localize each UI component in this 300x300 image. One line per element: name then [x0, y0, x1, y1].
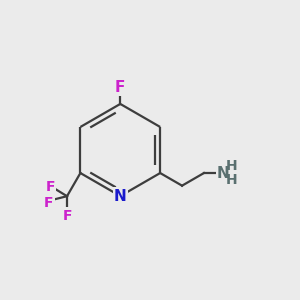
Text: F: F	[115, 80, 125, 95]
Text: F: F	[62, 208, 72, 223]
Text: N: N	[217, 166, 230, 181]
Text: H: H	[226, 159, 237, 173]
Text: N: N	[114, 189, 127, 204]
Text: F: F	[44, 196, 54, 210]
Text: H: H	[226, 173, 237, 187]
Text: F: F	[46, 179, 55, 194]
